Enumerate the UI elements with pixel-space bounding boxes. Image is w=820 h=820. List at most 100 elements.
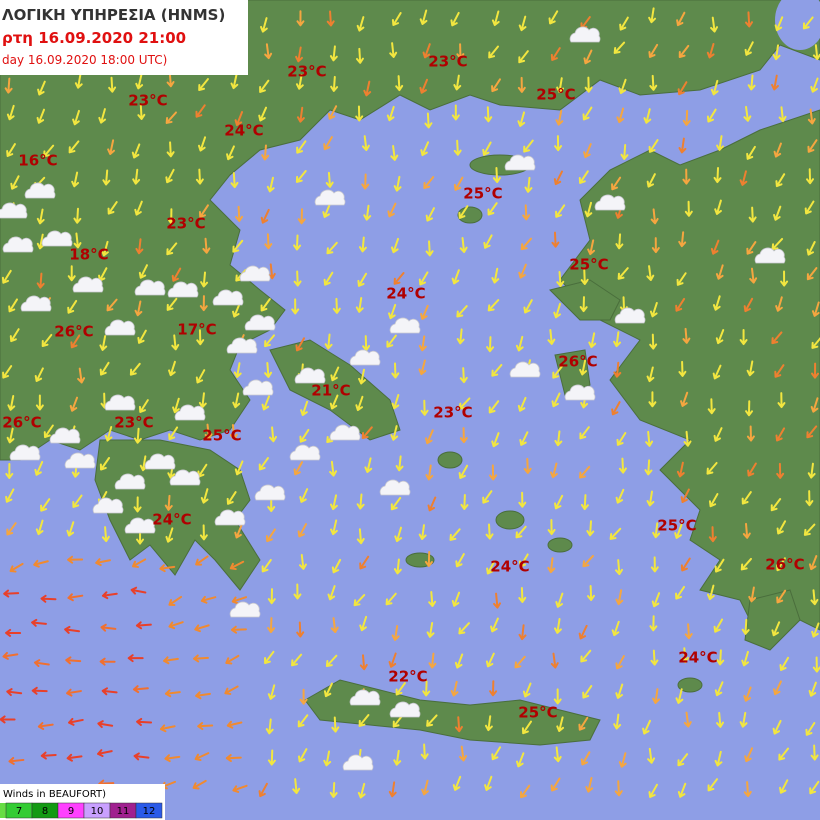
wind-arrow — [515, 335, 524, 352]
legend-label: 9 — [68, 806, 74, 817]
wind-arrow — [395, 455, 404, 472]
wind-arrow — [258, 457, 269, 471]
wind-arrow — [234, 523, 243, 539]
temperature-label: 25°C — [657, 517, 696, 535]
wind-arrow — [359, 654, 368, 671]
wind-arrow — [517, 396, 527, 412]
wind-arrow — [226, 491, 237, 505]
wind-arrow — [554, 494, 564, 510]
wind-arrow — [261, 558, 272, 573]
wind-arrow — [648, 783, 658, 799]
legend-label: 10 — [91, 806, 104, 817]
wind-arrow — [198, 78, 209, 92]
wind-arrow — [420, 743, 429, 760]
wind-arrow — [6, 688, 23, 697]
temperature-label: 21°C — [311, 382, 350, 400]
wind-arrow — [323, 682, 333, 698]
legend-label: 8 — [42, 806, 48, 817]
wind-arrow — [456, 305, 468, 318]
wind-arrow — [648, 391, 657, 408]
wind-arrow — [806, 168, 815, 185]
wind-arrow — [428, 591, 437, 607]
wind-arrow — [200, 488, 209, 504]
wind-arrow — [746, 145, 756, 160]
wind-arrow — [706, 461, 718, 475]
temperature-label: 25°C — [202, 427, 241, 445]
wind-arrow — [420, 399, 429, 416]
wind-arrow — [77, 367, 86, 384]
wind-arrow — [424, 551, 433, 568]
wind-arrow — [521, 720, 533, 735]
wind-arrow — [36, 272, 45, 289]
wind-arrow — [776, 557, 786, 572]
wind-arrow — [194, 624, 210, 633]
wind-arrow — [491, 746, 502, 761]
wind-arrow — [778, 106, 787, 123]
wind-arrow — [524, 176, 533, 193]
wind-arrow — [159, 724, 176, 733]
wind-arrow — [454, 716, 463, 733]
wind-arrow — [743, 105, 752, 122]
wind-arrow — [194, 752, 210, 762]
temperature-label: 23°C — [433, 404, 472, 422]
wind-arrow — [808, 555, 818, 571]
wind-arrow — [456, 43, 465, 60]
cloud — [167, 281, 199, 298]
wind-arrow — [611, 620, 620, 637]
wind-arrow — [419, 9, 428, 25]
wind-arrow — [104, 426, 113, 442]
wind-arrow — [418, 524, 427, 540]
wind-arrow — [585, 776, 594, 793]
wind-arrow — [260, 208, 270, 224]
wind-arrow — [41, 333, 53, 347]
wind-arrow — [299, 428, 310, 443]
wind-arrow — [67, 593, 84, 602]
temperature-label: 26°C — [2, 414, 41, 432]
wind-arrow — [611, 176, 622, 191]
wind-arrow — [264, 43, 273, 60]
temperature-label: 23°C — [287, 63, 326, 81]
wind-arrow — [556, 271, 565, 287]
wind-arrow — [678, 44, 690, 58]
cloud — [509, 361, 541, 378]
wind-arrow — [744, 747, 754, 763]
wind-arrow — [359, 615, 368, 632]
wind-arrow — [232, 392, 241, 409]
wind-arrow — [616, 107, 625, 124]
wind-arrow — [740, 557, 752, 571]
cloud — [134, 279, 166, 296]
wind-arrow — [454, 653, 464, 669]
wind-arrow — [267, 617, 276, 634]
wind-arrow — [2, 365, 13, 379]
wind-arrow — [707, 398, 716, 415]
wind-arrow — [65, 656, 82, 665]
wind-arrow — [650, 208, 659, 225]
wind-arrow — [135, 73, 144, 90]
wind-arrow — [9, 328, 20, 343]
wind-arrow — [584, 76, 593, 93]
wind-arrow — [648, 43, 659, 58]
wind-arrow — [517, 76, 526, 93]
wind-arrow — [588, 332, 597, 349]
wind-arrow — [675, 585, 686, 600]
wind-arrow — [676, 272, 687, 286]
wind-arrow — [297, 748, 308, 763]
wind-arrow — [4, 77, 13, 94]
wind-arrow — [484, 106, 493, 123]
wind-arrow — [332, 297, 341, 314]
wind-arrow — [132, 685, 149, 694]
island — [677, 677, 703, 693]
wind-arrow — [650, 556, 659, 573]
cloud — [294, 367, 326, 384]
wind-arrow — [9, 562, 24, 573]
cloud — [504, 154, 536, 171]
wind-arrow — [488, 45, 500, 59]
wind-arrow — [230, 172, 239, 189]
wind-arrow — [483, 234, 493, 249]
wind-arrow — [323, 271, 334, 286]
wind-arrow — [164, 754, 181, 763]
wind-arrow — [67, 555, 84, 564]
wind-arrow — [775, 173, 786, 188]
wind-arrow — [554, 430, 563, 447]
